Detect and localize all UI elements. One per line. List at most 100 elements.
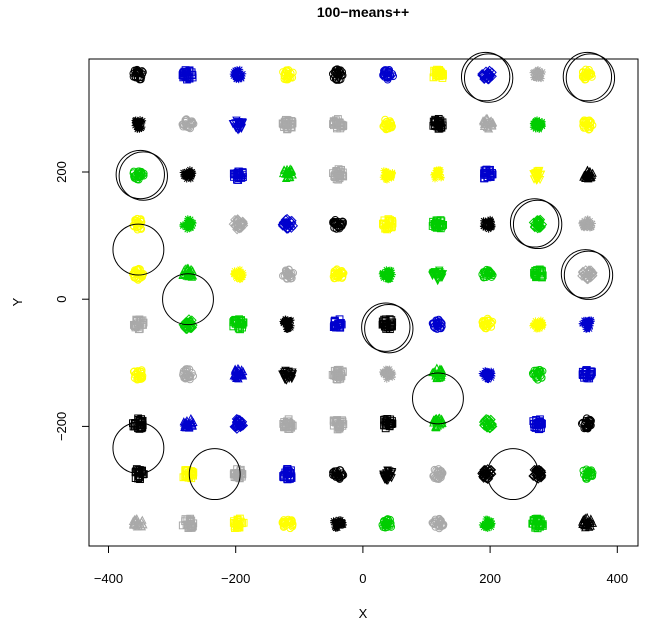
cluster-point-group bbox=[330, 516, 347, 532]
cluster-point-group bbox=[329, 265, 348, 283]
cluster-point-group bbox=[179, 413, 198, 432]
cluster-point-group bbox=[229, 167, 247, 184]
cluster-point-group bbox=[178, 66, 197, 84]
cluster-point-group bbox=[128, 264, 148, 284]
cluster-point-group bbox=[279, 66, 297, 84]
cluster-point-group bbox=[428, 315, 446, 333]
cluster-point-group bbox=[577, 414, 595, 433]
cluster-point-group bbox=[529, 316, 547, 333]
cluster-point-group bbox=[131, 465, 148, 484]
cluster-point-group bbox=[278, 164, 297, 183]
cluster-point-group bbox=[178, 514, 198, 533]
y-tick-label: 0 bbox=[54, 296, 69, 303]
cluster-point-group bbox=[229, 465, 247, 483]
cluster-point-group bbox=[579, 165, 597, 183]
cluster-point-group bbox=[578, 215, 596, 232]
center-circle bbox=[112, 223, 165, 276]
cluster-point-group bbox=[329, 215, 347, 233]
x-axis: −400 −200 0 200 400 bbox=[94, 545, 628, 586]
cluster-point-group bbox=[378, 515, 396, 532]
cluster-point-group bbox=[478, 265, 497, 282]
center-circle bbox=[412, 372, 464, 425]
x-tick-label: 200 bbox=[479, 571, 501, 586]
cluster-point-group bbox=[278, 515, 297, 533]
cluster-point-group bbox=[278, 115, 297, 134]
center-circle bbox=[115, 149, 165, 200]
chart-title: 100−means++ bbox=[317, 4, 409, 20]
points-layer bbox=[128, 65, 598, 533]
y-axis-label: Y bbox=[10, 297, 25, 306]
x-tick-label: −400 bbox=[94, 571, 123, 586]
cluster-point-group bbox=[478, 113, 498, 133]
center-circle bbox=[560, 249, 611, 299]
cluster-point-group bbox=[429, 65, 447, 82]
cluster-point-group bbox=[579, 116, 597, 134]
cluster-point-group bbox=[529, 66, 546, 83]
cluster-point-group bbox=[428, 266, 448, 286]
center-circle bbox=[463, 53, 514, 103]
cluster-point-group bbox=[278, 366, 298, 385]
plot-frame bbox=[88, 58, 639, 547]
cluster-point-group bbox=[578, 512, 598, 532]
cluster-point-group bbox=[379, 65, 397, 84]
cluster-point-group bbox=[179, 215, 197, 233]
center-circle bbox=[562, 51, 613, 102]
cluster-point-group bbox=[478, 414, 498, 434]
cluster-point-group bbox=[578, 366, 596, 383]
cluster-point-group bbox=[230, 265, 247, 284]
cluster-point-group bbox=[578, 316, 595, 333]
cluster-point-group bbox=[428, 216, 448, 233]
x-tick-label: 400 bbox=[606, 571, 628, 586]
x-tick-label: 0 bbox=[359, 571, 366, 586]
cluster-point-group bbox=[279, 315, 295, 333]
cluster-point-group bbox=[577, 265, 598, 285]
center-circle bbox=[460, 51, 511, 102]
cluster-point-group bbox=[179, 365, 198, 384]
cluster-point-group bbox=[329, 466, 348, 483]
cluster-point-group bbox=[379, 115, 396, 134]
cluster-point-group bbox=[379, 215, 397, 234]
center-circle bbox=[112, 422, 165, 474]
cluster-point-group bbox=[378, 266, 396, 284]
cluster-point-group bbox=[329, 416, 348, 434]
cluster-point-group bbox=[429, 465, 447, 484]
cluster-point-group bbox=[129, 65, 147, 84]
cluster-point-group bbox=[480, 165, 497, 183]
cluster-point-group bbox=[528, 214, 548, 234]
cluster-point-group bbox=[379, 365, 397, 383]
center-circle bbox=[565, 53, 616, 103]
center-circle bbox=[162, 273, 214, 326]
cluster-point-group bbox=[329, 315, 346, 332]
cluster-point-group bbox=[529, 116, 546, 134]
cluster-point-group bbox=[229, 514, 248, 532]
cluster-point-group bbox=[129, 167, 148, 184]
cluster-center-circles bbox=[112, 51, 616, 501]
cluster-point-group bbox=[329, 165, 348, 184]
cluster-point-group bbox=[429, 114, 447, 133]
cluster-point-group bbox=[428, 514, 448, 533]
cluster-point-group bbox=[530, 265, 547, 282]
cluster-point-group bbox=[429, 413, 447, 432]
cluster-point-group bbox=[430, 166, 445, 183]
cluster-point-group bbox=[328, 365, 347, 384]
cluster-point-group bbox=[528, 514, 547, 533]
cluster-point-group bbox=[379, 466, 397, 485]
cluster-point-group bbox=[229, 65, 247, 84]
cluster-point-group bbox=[477, 65, 497, 85]
cluster-point-group bbox=[229, 414, 249, 434]
cluster-point-group bbox=[478, 515, 496, 532]
center-circle bbox=[563, 250, 614, 300]
cluster-point-group bbox=[279, 465, 296, 484]
cluster-point-group bbox=[279, 265, 298, 283]
y-tick-label: 200 bbox=[54, 161, 69, 183]
cluster-point-group bbox=[129, 315, 148, 334]
cluster-point-group bbox=[529, 166, 546, 185]
cluster-point-group bbox=[329, 115, 348, 133]
cluster-point-group bbox=[328, 65, 347, 84]
x-tick-label: −200 bbox=[221, 571, 250, 586]
y-tick-label: −200 bbox=[54, 412, 69, 441]
cluster-point-group bbox=[478, 367, 496, 384]
cluster-point-group bbox=[129, 214, 146, 234]
cluster-point-group bbox=[178, 314, 198, 335]
